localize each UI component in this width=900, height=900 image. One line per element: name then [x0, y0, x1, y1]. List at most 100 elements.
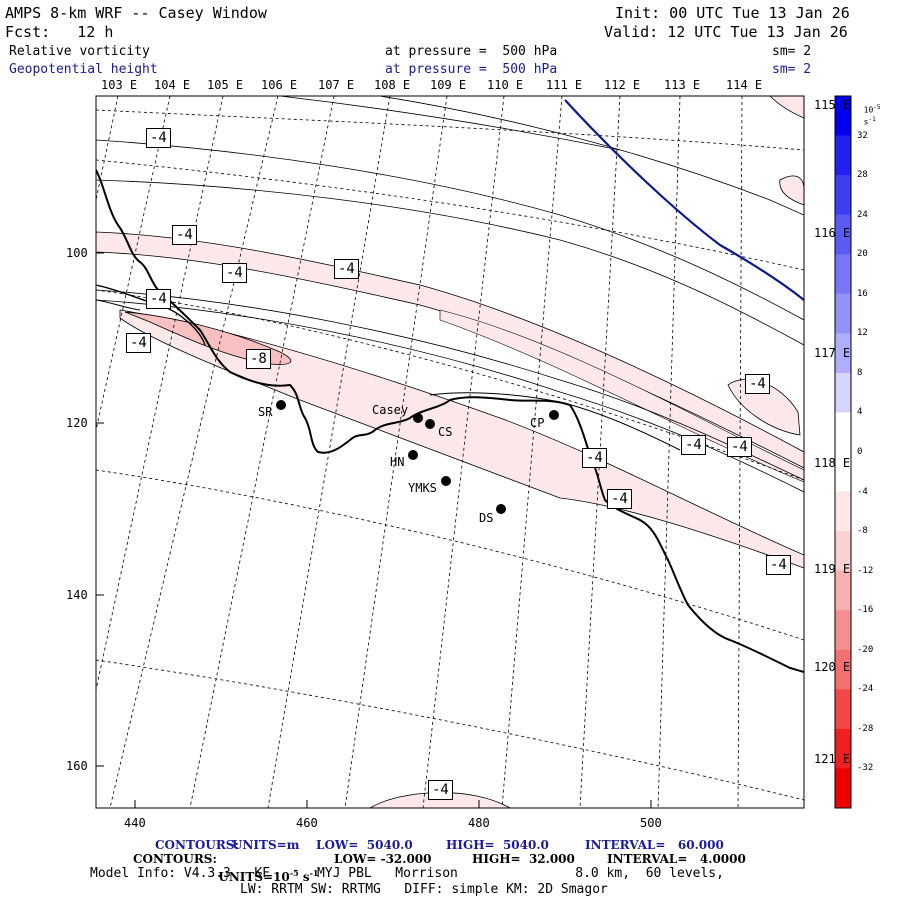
field1-smoothing: sm= 2	[772, 44, 812, 59]
lon-label-104: 104 E	[154, 78, 191, 92]
contour-label: -4	[681, 435, 706, 455]
x-axis-label-440: 440	[124, 816, 146, 830]
colorbar-tick-label: -8	[857, 526, 868, 537]
station-label-hn: HN	[390, 455, 405, 469]
colorbar-tick-label: -20	[857, 644, 874, 655]
contour-label: -4	[222, 263, 247, 283]
colorbar-swatch	[835, 452, 851, 493]
init-time: Init: 00 UTC Tue 13 Jan 26	[615, 4, 850, 22]
lon-label-110: 110 E	[487, 78, 524, 92]
colorbar-swatch	[835, 254, 851, 295]
station-dot-cp[interactable]	[549, 410, 559, 420]
lon-label-109: 109 E	[430, 78, 467, 92]
colorbar-tick-label: 16	[857, 288, 868, 299]
field2-level: at pressure = 500 hPa	[385, 62, 558, 77]
station-label-ymks: YMKS	[408, 481, 437, 495]
station-label-ds: DS	[479, 511, 494, 525]
contour-label: -4	[745, 374, 770, 394]
axis-ticks	[96, 252, 652, 808]
contours2-high: HIGH= 32.000	[472, 852, 575, 866]
station-dot-hn[interactable]	[408, 450, 418, 460]
lon-label-105: 105 E	[207, 78, 244, 92]
lon-label-111: 111 E	[546, 78, 583, 92]
coastline	[96, 169, 804, 673]
colorbar-swatch	[835, 491, 851, 532]
vorticity-band-north	[96, 231, 804, 469]
field1-name: Relative vorticity	[9, 44, 150, 59]
contour-label: -4	[766, 555, 791, 575]
colorbar-tick-label: 20	[857, 249, 868, 260]
contours2-label: CONTOURS:	[133, 852, 217, 866]
contours2-low: LOW= -32.000	[334, 852, 432, 866]
y-axis-label-100: 100	[66, 246, 88, 260]
lon-label-113: 113 E	[664, 78, 701, 92]
colorbar-tick-label: 32	[857, 130, 868, 141]
right-lon-label-121: 121 E	[814, 752, 851, 766]
colorbar-unit: 10-5 s-1	[863, 104, 881, 127]
colorbar-swatch	[835, 96, 851, 137]
contours2-units: UNITS=10-5 s-1	[218, 868, 319, 884]
station-dot-ymks[interactable]	[441, 476, 451, 486]
ice-shelf-edge	[429, 392, 681, 451]
field2-smoothing: sm= 2	[772, 62, 812, 77]
station-label-cp: CP	[530, 416, 545, 430]
contour-label: -4	[607, 489, 632, 509]
contour-label: -4	[582, 448, 607, 468]
map-title: AMPS 8-km WRF -- Casey Window	[5, 4, 267, 22]
vorticity-band-east	[439, 309, 804, 483]
colorbar-tick-label: 24	[857, 209, 868, 220]
contours1-high: HIGH= 5040.0	[446, 838, 549, 852]
contour-label: -4	[146, 289, 171, 309]
station-dot-cs[interactable]	[425, 419, 435, 429]
right-lon-label-116: 116 E	[814, 226, 851, 240]
contour-label: -8	[246, 349, 271, 369]
colorbar-swatch	[835, 214, 851, 255]
lon-label-107: 107 E	[318, 78, 355, 92]
contour-label: -4	[172, 225, 197, 245]
colorbar-swatch	[835, 333, 851, 374]
y-axis-label-140: 140	[66, 588, 88, 602]
colorbar-swatch	[835, 412, 851, 453]
contours1-interval: INTERVAL= 60.000	[585, 838, 724, 852]
colorbar-swatch	[835, 175, 851, 216]
field2-name: Geopotential height	[9, 62, 158, 77]
plot-frame	[95, 95, 805, 809]
station-dot-sr[interactable]	[276, 400, 286, 410]
colorbar-swatch	[835, 689, 851, 730]
model-info: Model Info: V4.3.3 KF MYJ PBL Morrison 8…	[90, 866, 724, 881]
geopotential-height-contour	[564, 99, 804, 301]
station-dot-ds[interactable]	[496, 504, 506, 514]
contours1-label: CONTOURS:	[155, 838, 239, 852]
vorticity-band-main	[119, 309, 804, 569]
coastline-north-inlet	[96, 299, 141, 311]
contour-label: -4	[146, 128, 171, 148]
contour-label: -4	[428, 780, 453, 800]
colorbar-tick-label: -28	[857, 723, 874, 734]
valid-time: Valid: 12 UTC Tue 13 Jan 26	[604, 23, 848, 41]
colorbar-swatch	[835, 570, 851, 611]
forecast-hour: Fcst: 12 h	[5, 23, 114, 41]
x-axis-label-500: 500	[640, 816, 662, 830]
right-lon-label-120: 120 E	[814, 660, 851, 674]
x-axis-label-460: 460	[296, 816, 318, 830]
y-axis-label-120: 120	[66, 416, 88, 430]
colorbar-tick-label: -32	[857, 763, 874, 774]
colorbar-tick-label: 0	[857, 447, 863, 457]
lon-label-114: 114 E	[726, 78, 763, 92]
lon-label-108: 108 E	[374, 78, 411, 92]
colorbar-tick-label: 4	[857, 407, 863, 418]
contours1-low: LOW= 5040.0	[316, 838, 413, 852]
station-markers	[276, 400, 559, 514]
colorbar-swatch	[835, 649, 851, 690]
latitude-grid	[96, 109, 804, 801]
colorbar-tick-label: -24	[857, 684, 874, 695]
station-dot-casey[interactable]	[413, 413, 423, 423]
right-lon-label-118: 118 E	[814, 456, 851, 470]
colorbar-tick-label: 8	[857, 367, 863, 378]
contours1-units: UNITS=m	[232, 838, 300, 852]
contour-label: -4	[126, 333, 151, 353]
colorbar-swatch	[835, 372, 851, 413]
colorbar-swatch	[835, 610, 851, 651]
colorbar-tick-label: -12	[857, 565, 874, 576]
